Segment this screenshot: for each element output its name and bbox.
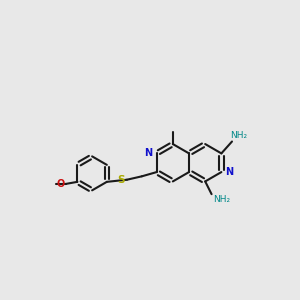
Text: S: S (118, 175, 125, 185)
Text: NH₂: NH₂ (213, 195, 230, 204)
Text: NH₂: NH₂ (230, 131, 247, 140)
Text: N: N (144, 148, 152, 158)
Text: N: N (226, 167, 234, 177)
Text: O: O (57, 179, 65, 189)
